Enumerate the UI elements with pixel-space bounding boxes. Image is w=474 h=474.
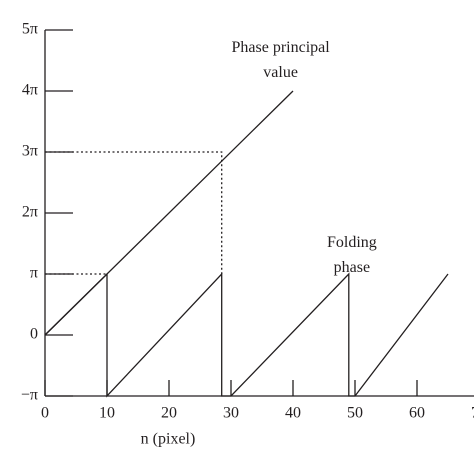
y-tick-label: 5π <box>22 21 38 38</box>
x-tick-label: 50 <box>347 405 363 422</box>
x-tick-label: 70 <box>471 405 474 422</box>
x-tick-label: 30 <box>223 405 239 422</box>
annotation: Phase principal <box>231 39 330 56</box>
x-tick-label: 40 <box>285 405 301 422</box>
y-tick-label: 3π <box>22 143 38 160</box>
x-tick-label: 10 <box>99 405 115 422</box>
x-tick-label: 0 <box>41 405 49 422</box>
annotation: Folding <box>327 234 377 251</box>
x-axis-label: n (pixel) <box>141 431 196 448</box>
series-line <box>44 272 449 398</box>
x-tick-label: 60 <box>409 405 425 422</box>
x-tick-label: 20 <box>161 405 177 422</box>
y-tick-label: π <box>30 265 38 282</box>
annotation: phase <box>334 259 370 276</box>
annotation: value <box>263 64 298 81</box>
y-tick-label: 2π <box>22 204 38 221</box>
guide-line <box>45 151 223 275</box>
y-tick-label: −π <box>21 387 38 404</box>
y-tick-label: 4π <box>22 82 38 99</box>
y-tick-label: 0 <box>30 326 38 343</box>
